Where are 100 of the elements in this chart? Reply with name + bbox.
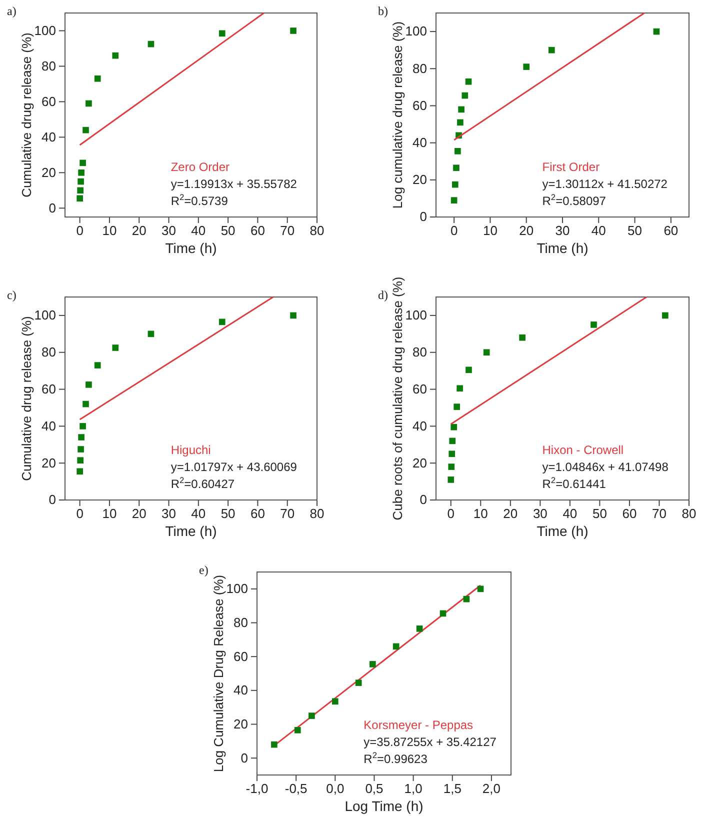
- y-tick-label: 20: [234, 716, 248, 732]
- point: [452, 181, 458, 188]
- point: [449, 438, 456, 444]
- x-tick-label: 20: [132, 223, 146, 238]
- point: [112, 52, 119, 59]
- x-tick-label: 0: [76, 223, 84, 238]
- y-tick-label: 20: [42, 164, 56, 180]
- point: [86, 100, 92, 107]
- y-tick-label: 60: [412, 381, 427, 396]
- point: [548, 46, 555, 54]
- point: [78, 446, 84, 452]
- x-tick-label: 40: [562, 506, 578, 522]
- point: [463, 596, 470, 602]
- point: [392, 643, 400, 650]
- point: [448, 476, 454, 483]
- annotation: R$^{2}$=0.61441: [542, 475, 606, 491]
- point: [454, 148, 461, 154]
- y-tick-label: 100: [405, 24, 427, 39]
- point: [448, 450, 456, 458]
- x-tick-label: 30: [162, 506, 176, 522]
- x-tick-label: 50: [220, 223, 236, 238]
- annotation: R$^{2}$=0.58097: [542, 192, 606, 208]
- point: [465, 78, 472, 85]
- point: [78, 169, 84, 176]
- x-tick-label: 0: [76, 506, 84, 522]
- point: [80, 423, 86, 430]
- y-tick-label: 0: [240, 750, 248, 766]
- y-tick-label: 0: [48, 200, 56, 216]
- y-tick-label: 40: [412, 418, 427, 434]
- point: [477, 586, 484, 592]
- y-tick-label: 40: [42, 418, 56, 434]
- x-tick-label: 0: [450, 223, 458, 238]
- x-axis-title: Time (h): [536, 523, 588, 539]
- annotation: Korsmeyer - Peppas: [364, 718, 474, 732]
- annotation: R$^{2}$=0.99623: [364, 750, 428, 766]
- annotation: y=1.04846x + 41.07498: [542, 460, 669, 474]
- annotation: Higuchi: [170, 443, 211, 457]
- chart-title: e): [199, 563, 208, 577]
- annotation: Hixon - Crowell: [542, 443, 624, 457]
- point: [454, 404, 460, 410]
- point: [148, 330, 154, 338]
- point: [294, 727, 301, 734]
- x-tick-label: 70: [652, 506, 666, 522]
- point: [440, 610, 446, 617]
- x-tick-label: 1,0: [404, 781, 422, 796]
- x-tick-label: 80: [682, 506, 696, 522]
- x-tick-label: 0: [447, 506, 454, 522]
- point: [218, 318, 226, 326]
- y-tick-label: 20: [412, 172, 427, 188]
- x-tick-label: 50: [220, 506, 236, 522]
- point: [416, 626, 423, 632]
- point: [148, 40, 154, 48]
- y-tick-label: 40: [234, 682, 248, 698]
- point: [271, 741, 278, 748]
- y-tick-label: 60: [42, 381, 56, 396]
- point: [370, 661, 376, 668]
- annotation: R$^{2}$=0.5739: [170, 192, 228, 208]
- x-tick-label: 30: [532, 506, 548, 522]
- y-tick-label: 80: [42, 58, 56, 74]
- chart-title: b): [378, 4, 388, 18]
- y-axis-title: Log cumulative drug release (%): [390, 21, 405, 209]
- x-tick-label: 10: [482, 223, 498, 238]
- y-axis-title: Cumulative drug release (%): [19, 32, 34, 198]
- chart-title: c): [7, 288, 16, 302]
- point: [77, 457, 84, 464]
- y-tick-label: 60: [42, 94, 56, 109]
- y-tick-label: 20: [412, 455, 427, 470]
- x-tick-label: 0,5: [365, 781, 384, 796]
- annotation: y=35.87255x + 35.42127: [364, 735, 497, 749]
- y-tick-label: 80: [412, 60, 427, 76]
- x-tick-label: 2,0: [482, 781, 500, 796]
- y-tick-label: 100: [34, 308, 56, 323]
- point: [112, 344, 119, 351]
- point: [308, 712, 315, 719]
- annotation: y=1.19913x + 35.55782: [170, 177, 298, 191]
- point: [94, 75, 101, 82]
- point: [290, 312, 296, 319]
- x-tick-label: 60: [250, 506, 265, 522]
- x-tick-label: 30: [162, 223, 176, 238]
- point: [653, 28, 660, 35]
- point: [78, 178, 84, 185]
- x-tick-label: 70: [280, 506, 295, 522]
- chart-title: d): [378, 288, 388, 302]
- x-tick-label: 30: [555, 223, 570, 238]
- y-tick-label: 80: [42, 344, 56, 360]
- point: [82, 400, 89, 408]
- y-tick-label: 40: [42, 129, 56, 144]
- point: [94, 362, 101, 368]
- point: [453, 164, 460, 172]
- annotation: y=1.30112x + 41.50272: [542, 177, 668, 191]
- y-tick-label: 0: [420, 492, 427, 508]
- point: [466, 366, 472, 374]
- y-tick-label: 0: [420, 209, 427, 224]
- y-tick-label: 60: [412, 98, 427, 113]
- point: [662, 312, 668, 319]
- annotation: R$^{2}$=0.60427: [170, 475, 235, 491]
- x-tick-label: 60: [250, 223, 265, 238]
- point: [332, 698, 338, 705]
- annotation: Zero Order: [170, 160, 230, 174]
- annotation: y=1.01797x + 43.60069: [170, 460, 298, 474]
